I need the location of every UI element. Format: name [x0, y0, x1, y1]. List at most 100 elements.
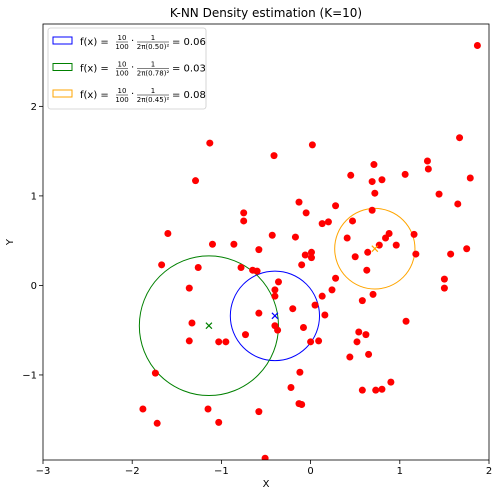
- data-point: [204, 405, 212, 413]
- query-marker-1: [205, 322, 213, 330]
- y-tick-label: 2: [31, 102, 37, 113]
- data-point: [194, 264, 202, 272]
- legend-swatch: [52, 63, 73, 71]
- data-point: [353, 338, 361, 346]
- data-point: [318, 220, 326, 228]
- legend-swatch: [52, 36, 73, 45]
- data-point: [301, 251, 309, 259]
- data-point: [456, 134, 464, 142]
- data-point: [208, 240, 216, 248]
- data-point: [435, 190, 443, 198]
- data-point: [192, 177, 200, 185]
- y-tick-label: 0: [31, 281, 37, 292]
- data-point: [295, 198, 303, 206]
- data-point: [440, 284, 448, 292]
- data-point: [424, 165, 432, 173]
- data-point: [270, 152, 278, 160]
- data-point: [364, 248, 372, 256]
- neighborhood-circle-0: [229, 270, 321, 362]
- data-point: [274, 278, 282, 286]
- x-tick-label: −3: [36, 466, 51, 477]
- data-point: [362, 331, 370, 339]
- x-axis-title: X: [263, 479, 270, 490]
- data-point: [378, 176, 386, 184]
- data-point: [328, 286, 336, 294]
- legend-dot: ·: [131, 63, 134, 74]
- x-tick-label: 0: [307, 466, 313, 477]
- data-point: [302, 209, 310, 217]
- data-point: [368, 178, 376, 186]
- data-point: [255, 408, 263, 416]
- data-point: [215, 338, 223, 346]
- legend-fraction-numerator: 10: [118, 87, 127, 95]
- data-point: [291, 233, 299, 241]
- data-point: [295, 400, 303, 408]
- data-point: [346, 353, 354, 361]
- data-point: [206, 139, 214, 147]
- legend-fraction-denominator: 100: [115, 96, 128, 104]
- legend-prefix: f(x) =: [80, 90, 109, 101]
- data-point: [185, 284, 193, 292]
- data-point: [375, 241, 383, 249]
- data-point: [139, 405, 147, 413]
- data-points: [139, 41, 481, 460]
- data-point: [222, 338, 230, 346]
- data-point: [299, 323, 307, 331]
- neighborhood-circle-1: [138, 255, 279, 397]
- data-point: [332, 274, 340, 282]
- data-point: [255, 309, 263, 317]
- data-point: [370, 161, 378, 169]
- legend-dot: ·: [131, 89, 134, 100]
- data-point: [371, 189, 379, 197]
- data-point: [355, 328, 363, 336]
- data-point: [274, 326, 282, 334]
- data-point: [240, 217, 248, 225]
- data-point: [307, 254, 315, 262]
- legend-swatch: [52, 89, 73, 98]
- data-point: [454, 200, 462, 208]
- plot-area-frame: [42, 23, 490, 461]
- data-point: [311, 301, 319, 309]
- legend-fraction-denominator: 100: [115, 70, 128, 78]
- data-point: [387, 378, 395, 386]
- data-point: [215, 418, 223, 426]
- data-point: [271, 286, 279, 294]
- data-point: [308, 141, 316, 149]
- data-point: [253, 267, 261, 275]
- data-point: [402, 317, 410, 325]
- data-point: [363, 266, 371, 274]
- legend-fraction-numerator: 1: [151, 61, 155, 69]
- data-point: [241, 331, 249, 339]
- data-point: [185, 337, 193, 345]
- legend-result: = 0.03: [172, 64, 206, 75]
- data-point: [473, 41, 481, 49]
- data-point: [287, 383, 295, 391]
- data-point: [289, 305, 297, 313]
- legend-result: = 0.06: [172, 37, 206, 48]
- data-point: [358, 386, 366, 394]
- data-point: [401, 170, 409, 178]
- data-point: [318, 292, 326, 300]
- data-point: [164, 229, 172, 237]
- data-point: [240, 209, 248, 217]
- x-tick-label: 1: [397, 466, 403, 477]
- legend-fraction-denominator: 2π(0.50)²: [137, 43, 170, 51]
- legend-fraction-numerator: 10: [118, 34, 127, 42]
- data-point: [365, 350, 373, 358]
- legend-prefix: f(x) =: [80, 64, 109, 75]
- legend-fraction-numerator: 1: [151, 87, 155, 95]
- legend-fraction-numerator: 10: [118, 61, 127, 69]
- data-point: [296, 368, 304, 376]
- data-point: [378, 385, 386, 393]
- data-point: [412, 250, 420, 258]
- data-point: [466, 174, 474, 182]
- data-point: [307, 248, 315, 256]
- data-point: [158, 261, 166, 269]
- data-point: [447, 250, 455, 258]
- data-point: [385, 229, 393, 237]
- data-point: [392, 241, 400, 249]
